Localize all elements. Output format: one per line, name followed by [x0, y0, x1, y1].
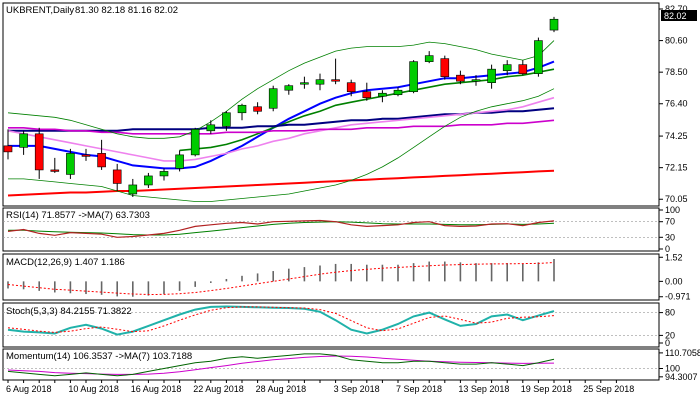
candle-body: [331, 79, 340, 82]
candle-body: [34, 133, 44, 171]
ohlc-values: 81.30 82.18 81.16 82.02: [75, 5, 178, 16]
candle-body: [284, 85, 294, 91]
stoch-panel: [2, 302, 660, 348]
candle-body: [487, 68, 496, 83]
candle-body: [300, 82, 309, 85]
candle-body: [19, 133, 28, 148]
x-tick-label: 3 Sep 2018: [334, 384, 380, 394]
candle-body: [268, 88, 278, 109]
price-tick-label: 74.25: [665, 131, 688, 141]
macd-tick-label: 0.00: [665, 276, 683, 286]
overlay-line-4: [8, 119, 555, 135]
candle-body: [50, 169, 60, 172]
candle-body: [81, 154, 91, 157]
candle-body: [3, 145, 13, 153]
candle-body: [534, 40, 543, 74]
stoch-tick-label: 80: [665, 308, 675, 318]
candle-body: [362, 91, 372, 99]
candle-body: [346, 82, 356, 93]
price-tick-label: 80.60: [665, 36, 688, 46]
x-tick-label: 13 Sep 2018: [458, 384, 509, 394]
overlay-line-6: [7, 40, 555, 139]
macd-tick-label: 1.52: [665, 252, 683, 262]
stoch-tick-label: 0: [665, 338, 670, 348]
stochastic-indicator: 80 200: [3, 305, 675, 348]
overlay-line-7: [8, 88, 555, 202]
candle-body: [315, 79, 325, 85]
candle-body: [128, 184, 138, 195]
rsi-tick-label: 70: [665, 217, 675, 227]
x-tick-label: 22 Aug 2018: [193, 384, 244, 394]
candle-body: [409, 61, 418, 93]
chart-title: UKBRENT,Daily: [6, 5, 74, 16]
rsi-ma-line: [8, 221, 555, 236]
rsi-tick-label: 30: [665, 232, 675, 242]
candlesticks: [3, 16, 559, 197]
candle-body: [471, 79, 481, 82]
candle-body: [237, 104, 247, 114]
overlay-line-5: [7, 169, 555, 197]
macd-indicator: 1.52 0.00 -0.971: [7, 252, 691, 302]
momentum-tick-label: 110.7058: [665, 348, 700, 358]
candle-body: [112, 169, 122, 184]
x-tick-label: 10 Aug 2018: [68, 384, 119, 394]
candle-body: [66, 153, 75, 175]
momentum-tick-label: 100: [665, 364, 680, 374]
candle-body: [144, 175, 153, 186]
price-panel: [2, 2, 660, 207]
stoch-tick-label: 20: [665, 330, 675, 340]
price-tick-label: 70.05: [665, 194, 688, 204]
candle-body: [440, 58, 450, 77]
x-tick-label: 19 Sep 2018: [521, 384, 572, 394]
candle-body: [456, 74, 465, 82]
price-tick-label: 82.70: [665, 4, 688, 14]
x-tick-label: 28 Aug 2018: [256, 384, 307, 394]
candle-body: [393, 89, 403, 96]
candle-body: [206, 124, 216, 132]
last-price-label: 82.02: [664, 11, 687, 21]
candle-body: [549, 18, 559, 31]
price-tick-label: 76.40: [665, 99, 688, 109]
macd-tick-label: -0.971: [665, 292, 691, 302]
candle-body: [502, 64, 512, 71]
x-tick-label: 7 Sep 2018: [396, 384, 442, 394]
rsi-tick-label: 100: [665, 205, 680, 215]
stoch-label: Stoch(5,3,3) 84.2155 71.3822: [6, 306, 132, 317]
momentum-label: Momentum(14) 106.3537 ->MA(7) 103.7188: [6, 351, 192, 362]
candle-body: [175, 154, 184, 169]
candle-body: [159, 171, 169, 177]
x-axis: 6 Aug 2018 10 Aug 2018 16 Aug 2018 22 Aug 2…: [6, 380, 634, 394]
x-tick-label: 6 Aug 2018: [6, 384, 52, 394]
candle-body: [378, 92, 387, 97]
x-tick-label: 25 Sep 2018: [583, 384, 634, 394]
last-price-badge: [661, 10, 697, 21]
momentum-tick-label: 94.3007: [665, 372, 698, 382]
candle-body: [97, 153, 106, 168]
rsi-label: RSI(14) 71.8577 ->MA(7) 63.7303: [6, 210, 150, 221]
price-tick-label: 72.15: [665, 163, 688, 173]
candle-body: [190, 129, 200, 156]
price-tick-label: 78.50: [665, 67, 688, 77]
rsi-indicator: 100 70 30 0: [3, 205, 680, 254]
candle-body: [253, 106, 262, 112]
rsi-line: [7, 219, 555, 238]
overlay-line-3: [7, 96, 555, 162]
momentum-panel: [2, 348, 660, 381]
rsi-tick-label: 0: [665, 244, 670, 254]
stoch-d-line: [7, 306, 555, 333]
candle-body: [424, 55, 434, 62]
rsi-panel: [2, 207, 660, 252]
macd-signal-line: [7, 262, 555, 296]
macd-label: MACD(12,26,9) 1.407 1.186: [6, 257, 125, 268]
candle-body: [222, 112, 231, 127]
candle-body: [518, 64, 528, 74]
price-axis: 82.70 80.60 78.50 76.40 74.25 72.15 70.05: [659, 4, 688, 204]
x-tick-label: 16 Aug 2018: [131, 384, 182, 394]
momentum-line: [7, 353, 555, 377]
